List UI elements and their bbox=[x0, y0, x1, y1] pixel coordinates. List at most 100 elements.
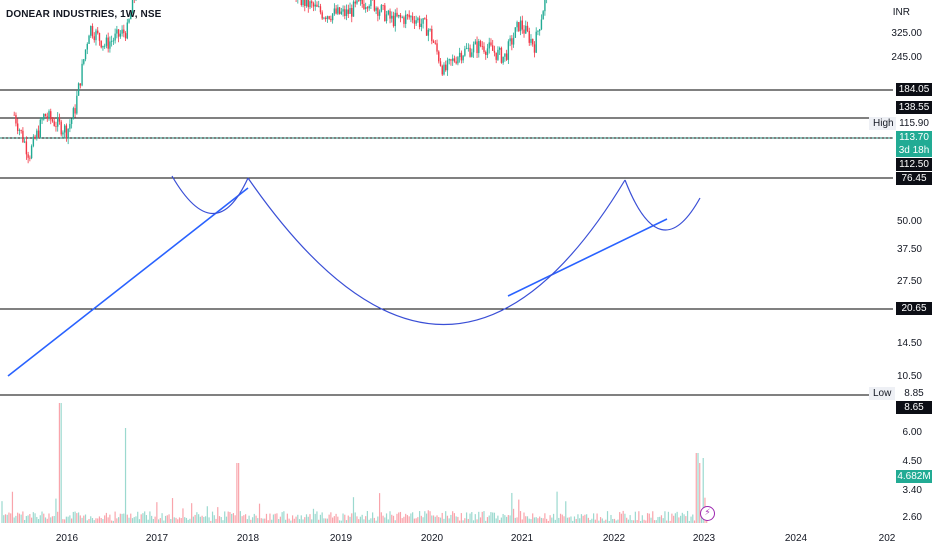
candle-body bbox=[391, 15, 393, 19]
volume-bar bbox=[424, 511, 426, 523]
volume-bar bbox=[258, 503, 261, 523]
volume-bars bbox=[1, 403, 708, 523]
volume-bar bbox=[37, 519, 40, 523]
volume-bar bbox=[445, 511, 447, 523]
candle-body bbox=[370, 0, 372, 7]
x-tick-label: 2021 bbox=[511, 533, 534, 544]
candle-body bbox=[121, 29, 123, 34]
candle-body bbox=[408, 14, 410, 18]
volume-bar bbox=[24, 519, 26, 523]
candle-body bbox=[500, 47, 503, 63]
volume-bar bbox=[686, 510, 689, 523]
volume-bar bbox=[67, 516, 69, 523]
candle-body bbox=[368, 6, 370, 9]
volume-bar bbox=[302, 519, 304, 523]
volume-bar bbox=[403, 516, 405, 523]
candle-body bbox=[441, 65, 443, 75]
volume-bar bbox=[206, 506, 208, 523]
candle-body bbox=[498, 47, 501, 50]
y-tick-label: 245.00 bbox=[891, 52, 922, 63]
time-axis[interactable]: 2016 2017 2018 2019 2020 2021 2022 2023 2024 202 bbox=[56, 533, 896, 544]
candle-body bbox=[532, 38, 534, 45]
volume-bar bbox=[613, 518, 616, 523]
volume-bar bbox=[314, 513, 316, 523]
volume-bar bbox=[434, 516, 436, 523]
volume-bar bbox=[111, 520, 113, 523]
candle-body bbox=[488, 42, 490, 49]
volume-bar bbox=[276, 513, 278, 523]
volume-bar bbox=[706, 520, 708, 523]
volume-bar bbox=[20, 514, 22, 523]
currency-label: INR bbox=[892, 7, 910, 18]
price-tag-level6: 8.65 bbox=[896, 401, 932, 414]
volume-bar bbox=[566, 517, 569, 523]
candle-body bbox=[95, 30, 97, 41]
volume-bar bbox=[131, 518, 134, 523]
volume-bar bbox=[238, 463, 240, 523]
candle-body bbox=[342, 9, 344, 12]
candle-body bbox=[427, 29, 430, 36]
candle-body bbox=[538, 29, 541, 31]
candle-body bbox=[22, 130, 24, 143]
volume-bar bbox=[340, 520, 342, 523]
volume-bar bbox=[657, 517, 659, 523]
volume-bar bbox=[298, 519, 301, 523]
candle-body bbox=[331, 13, 334, 21]
volume-bar bbox=[51, 516, 54, 523]
volume-bar bbox=[660, 515, 663, 523]
candle-body bbox=[422, 18, 424, 24]
candle-body bbox=[418, 18, 421, 28]
volume-bar bbox=[337, 516, 339, 523]
last-price-tag: 113.70 bbox=[896, 131, 932, 144]
volume-bar bbox=[175, 517, 177, 523]
volume-bar bbox=[43, 513, 45, 523]
candle-body bbox=[385, 14, 388, 22]
volume-bar bbox=[533, 517, 536, 523]
volume-bar bbox=[69, 515, 71, 523]
volume-bar bbox=[511, 492, 513, 523]
candle-body bbox=[340, 11, 343, 14]
candle-body bbox=[91, 25, 94, 37]
volume-bar bbox=[319, 514, 322, 523]
volume-bar bbox=[264, 518, 266, 523]
x-tick-label: 2022 bbox=[603, 533, 626, 544]
candle-body bbox=[352, 1, 355, 17]
candle-body bbox=[392, 15, 395, 27]
volume-bar bbox=[164, 515, 167, 523]
volume-bar bbox=[420, 515, 422, 523]
volume-bar bbox=[211, 511, 214, 523]
candle-body bbox=[523, 29, 525, 34]
volume-bar bbox=[57, 511, 59, 523]
volume-bar bbox=[645, 520, 647, 523]
volume-bar bbox=[448, 518, 450, 523]
volume-bar bbox=[485, 520, 487, 523]
candle-body bbox=[86, 43, 88, 50]
candle-body bbox=[518, 22, 520, 32]
candle-body bbox=[359, 0, 362, 2]
volume-bar bbox=[41, 511, 43, 523]
volume-bar bbox=[267, 520, 269, 523]
candle-body bbox=[100, 40, 102, 48]
candle-body bbox=[505, 53, 508, 60]
lightning-icon[interactable]: ⚡ bbox=[700, 506, 715, 521]
volume-bar bbox=[182, 508, 184, 523]
price-tag-level2: 138.55 bbox=[896, 101, 932, 114]
price-axis[interactable]: 325.00 245.00 50.00 37.50 27.50 14.50 10.50 6.0… bbox=[891, 28, 922, 523]
volume-bar bbox=[279, 516, 281, 523]
volume-bar bbox=[455, 516, 457, 523]
price-candles bbox=[13, 0, 548, 164]
candle-body bbox=[398, 14, 400, 17]
candle-body bbox=[44, 113, 47, 117]
candle-body bbox=[432, 41, 435, 43]
low-label: Low bbox=[869, 387, 896, 400]
volume-bar bbox=[283, 511, 285, 523]
volume-bar bbox=[128, 517, 130, 523]
candle-body bbox=[530, 38, 532, 43]
volume-bar bbox=[1, 501, 3, 523]
volume-bar bbox=[514, 517, 516, 523]
volume-bar bbox=[180, 518, 182, 523]
volume-bar bbox=[304, 517, 306, 523]
volume-bar bbox=[260, 518, 262, 523]
volume-bar bbox=[539, 516, 541, 523]
